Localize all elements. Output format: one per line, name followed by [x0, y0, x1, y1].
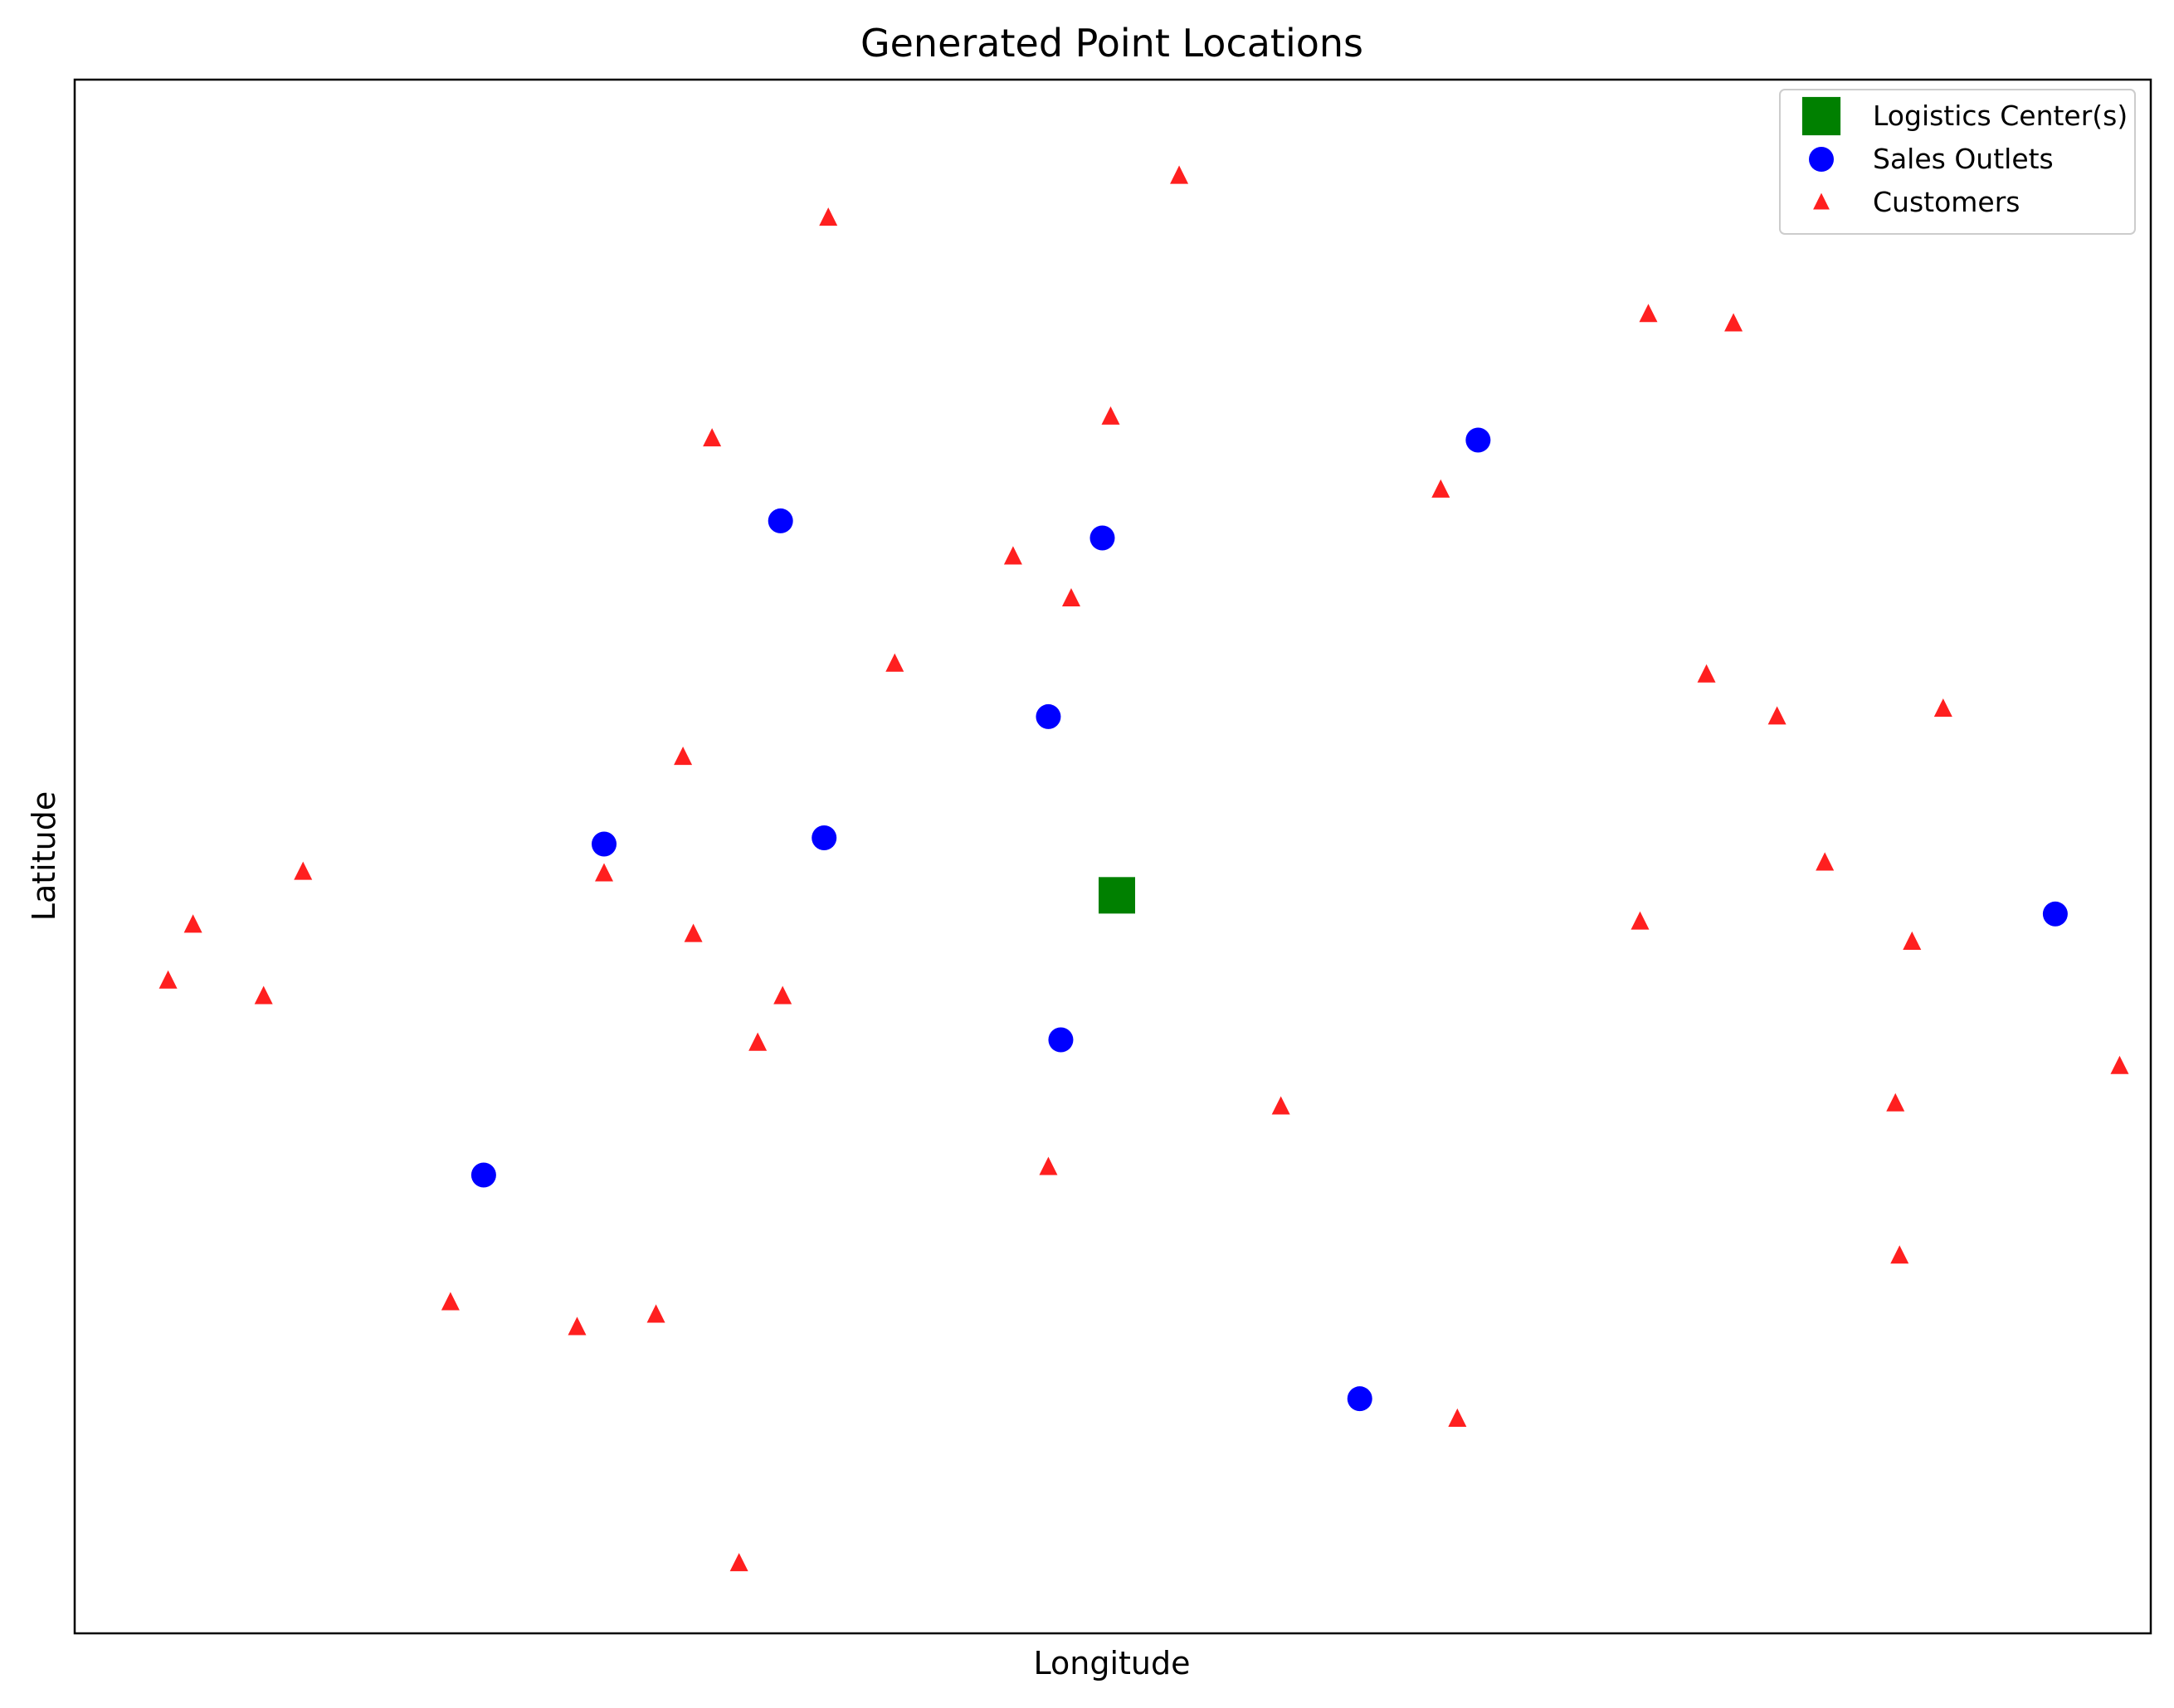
- customers-point-18: [684, 923, 703, 942]
- sales-outlets-point-7: [2042, 901, 2068, 927]
- customers-point-25: [748, 1032, 768, 1051]
- x-axis-label: Longitude: [1034, 1645, 1191, 1681]
- sales-outlets-point-2: [768, 508, 793, 533]
- legend-marker-sales-outlets: [1809, 147, 1834, 172]
- logistics-center-s-point-1: [1099, 877, 1136, 914]
- customers-point-23: [254, 985, 273, 1005]
- customers-point-26: [2110, 1055, 2129, 1074]
- chart-title: Generated Point Locations: [860, 21, 1363, 66]
- customers-point-15: [294, 861, 313, 880]
- legend-marker-logistics-center-s: [1801, 96, 1841, 136]
- sales-outlets-point-10: [1347, 1386, 1372, 1412]
- customers-point-1: [1170, 165, 1189, 184]
- legend-label-customers: Customers: [1873, 186, 2020, 218]
- customers-point-31: [441, 1292, 460, 1311]
- sales-outlets-point-4: [1036, 703, 1061, 729]
- sales-outlets-point-6: [592, 831, 617, 857]
- customers-point-6: [703, 428, 722, 447]
- customers-point-20: [1816, 852, 1835, 871]
- customers-point-29: [1039, 1156, 1058, 1175]
- legend-box: [1779, 89, 2136, 235]
- customers-point-19: [1630, 911, 1650, 930]
- customers-point-33: [646, 1304, 665, 1323]
- customers-point-28: [1886, 1092, 1905, 1112]
- plot-frame: [73, 78, 2152, 1635]
- customers-point-10: [885, 653, 904, 672]
- customers-point-3: [1639, 304, 1658, 323]
- customers-point-9: [1061, 587, 1080, 607]
- customers-point-17: [183, 914, 202, 933]
- sales-outlets-point-3: [1089, 525, 1115, 551]
- customers-point-30: [1890, 1245, 1909, 1264]
- sales-outlets-point-8: [1048, 1027, 1074, 1053]
- legend-marker-customers: [1813, 192, 1830, 210]
- data-marks: [158, 165, 2129, 1572]
- customers-point-14: [674, 747, 693, 766]
- customers-point-27: [1271, 1096, 1290, 1115]
- legend-label-logistics-center-s: Logistics Center(s): [1873, 100, 2128, 132]
- sales-outlets-point-5: [812, 825, 837, 851]
- customers-point-12: [1767, 706, 1786, 725]
- customers-point-5: [1101, 406, 1120, 425]
- customers-point-13: [1933, 698, 1952, 718]
- customers-point-2: [819, 207, 838, 226]
- y-axis-label: Latitude: [26, 791, 62, 921]
- customers-point-34: [1448, 1408, 1467, 1427]
- customers-point-32: [568, 1316, 587, 1336]
- customers-point-16: [595, 863, 614, 882]
- legend: Logistics Center(s) Sales Outlets Customer…: [1779, 89, 2136, 235]
- customers-point-24: [773, 985, 792, 1005]
- customers-point-35: [729, 1553, 748, 1572]
- customers-point-4: [1724, 313, 1743, 332]
- sales-outlets-point-9: [470, 1162, 496, 1188]
- customers-point-7: [1431, 479, 1450, 498]
- legend-label-sales-outlets: Sales Outlets: [1873, 143, 2054, 175]
- customers-point-22: [158, 970, 178, 989]
- sales-outlets-point-1: [1465, 427, 1491, 453]
- customers-point-8: [1003, 546, 1022, 565]
- customers-point-11: [1697, 664, 1716, 683]
- customers-point-21: [1903, 931, 1922, 950]
